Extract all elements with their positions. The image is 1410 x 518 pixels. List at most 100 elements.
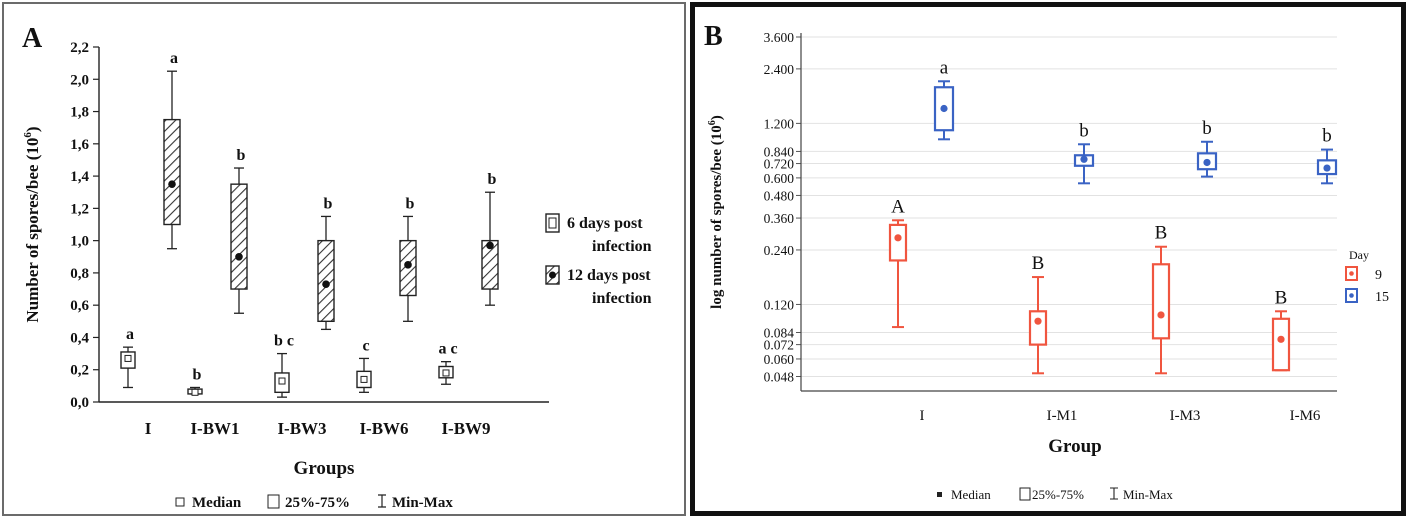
box [888,223,908,262]
x-tick-label: I [145,419,152,438]
x-tick-label: I [920,408,925,424]
significance-letter: b [1202,118,1212,139]
y-tick-label: 0,0 [70,395,89,411]
footer-box-label: 25%-75% [1032,487,1084,502]
median-marker [360,375,368,383]
significance-letter: A [891,196,905,217]
significance-letter: b [1322,126,1332,147]
x-tick-label: I-BW6 [359,419,408,438]
legend-label-6d-cont: infection [592,238,652,255]
significance-letter: B [1032,253,1045,274]
footer-range-label: Min-Max [1123,487,1173,502]
median-marker [404,261,412,269]
significance-letter: b [193,366,202,383]
y-tick-label: 0.048 [764,369,795,384]
median-marker [191,388,199,396]
y-tick-label: 0.720 [764,157,795,172]
significance-letter: a [170,50,178,67]
significance-letter: b [488,171,497,188]
footer-box-symbol [1019,487,1031,501]
box [1271,317,1291,372]
legend-title: Day [1349,248,1369,262]
y-tick-label: 0.840 [764,144,795,159]
y-tick-label: 0.072 [764,338,794,353]
chart-a: A 0,0 0,2 0,4 0,6 0,8 1,0 1,2 1,4 1,6 1,8 2,0 2,2 Num… [22,23,652,511]
y-tick-label: 0.480 [764,188,795,203]
x-tick-label: I-M1 [1047,408,1078,424]
x-tick-label: I-M6 [1290,408,1321,424]
y-tick-label: 2,0 [70,72,89,88]
x-tick-label: I-BW1 [190,419,239,438]
footer-median-label: Median [192,495,242,511]
y-tick-label: 0.060 [764,352,795,367]
x-axis-label: Group [1048,436,1102,457]
y-tick-label: 0,6 [70,298,89,314]
legend-swatch-dot [1349,271,1354,276]
y-tick-label: 0,4 [70,330,89,346]
y-tick-label: 1,6 [70,137,89,153]
y-tick-label: 0.360 [764,211,795,226]
significance-letter: a [126,326,134,343]
box [230,183,248,290]
median-marker [1080,155,1088,163]
median-marker [442,369,450,377]
median-marker [940,104,948,113]
x-tick-label: I-BW3 [277,419,326,438]
legend-label-12d-cont: infection [592,290,652,307]
median-marker [168,180,176,188]
panel-label: B [704,21,723,52]
significance-letter: b c [274,333,294,350]
legend-label: 15 [1375,290,1389,305]
significance-letter: b [324,195,333,212]
footer-box-label: 25%-75% [285,495,350,511]
y-tick-label: 2,2 [70,40,89,56]
box [163,118,181,226]
legend-label: 9 [1375,268,1382,283]
median-marker [894,234,902,242]
footer-median-symbol [937,492,942,497]
legend-swatch-6d [545,213,560,233]
legend-label-6d: 6 days post [567,215,643,232]
significance-letter: a c [438,341,457,358]
median-marker [1277,335,1285,343]
significance-letter: b [237,147,246,164]
median-marker [1034,317,1042,325]
y-axis-label: Number of spores/bee (106) [22,126,42,322]
y-axis-label: log number of spores/bee (106) [707,115,725,309]
footer-range-symbol [378,494,386,508]
x-axis-label: Groups [294,458,355,479]
y-tick-label: 0.120 [764,297,795,312]
significance-letter: a [940,57,949,78]
y-tick-label: 1.200 [764,116,795,131]
legend-swatch-dot [549,271,556,279]
box [1028,310,1048,346]
legend-swatch-dot [1349,293,1354,298]
y-tick-label: 0.084 [764,325,795,340]
significance-letter: b [1079,120,1089,141]
x-tick-label: I-BW9 [441,419,490,438]
panel-label: A [22,23,43,54]
y-tick-label: 0,8 [70,266,89,282]
footer-range-symbol [1110,487,1118,500]
footer-box-symbol [267,494,280,509]
footer-range-label: Min-Max [392,495,453,511]
y-tick-label: 0,2 [70,363,89,379]
x-tick-label: I-M3 [1170,408,1201,424]
significance-letter: B [1275,287,1288,308]
significance-letter: c [362,337,369,354]
y-tick-label: 0.240 [764,243,795,258]
y-tick-label: 1,0 [70,234,89,250]
median-marker [1203,158,1211,167]
footer-median-symbol [175,497,185,507]
median-marker [278,377,286,385]
significance-letter: B [1155,223,1168,244]
legend-label-12d: 12 days post [567,267,651,284]
box [481,239,499,290]
y-tick-label: 1,4 [70,169,89,185]
median-marker [1157,311,1165,319]
y-tick-label: 1,8 [70,105,89,121]
median-marker [235,252,243,261]
median-marker [486,241,494,250]
y-tick-label: 2.400 [764,62,795,77]
median-marker [322,280,330,289]
